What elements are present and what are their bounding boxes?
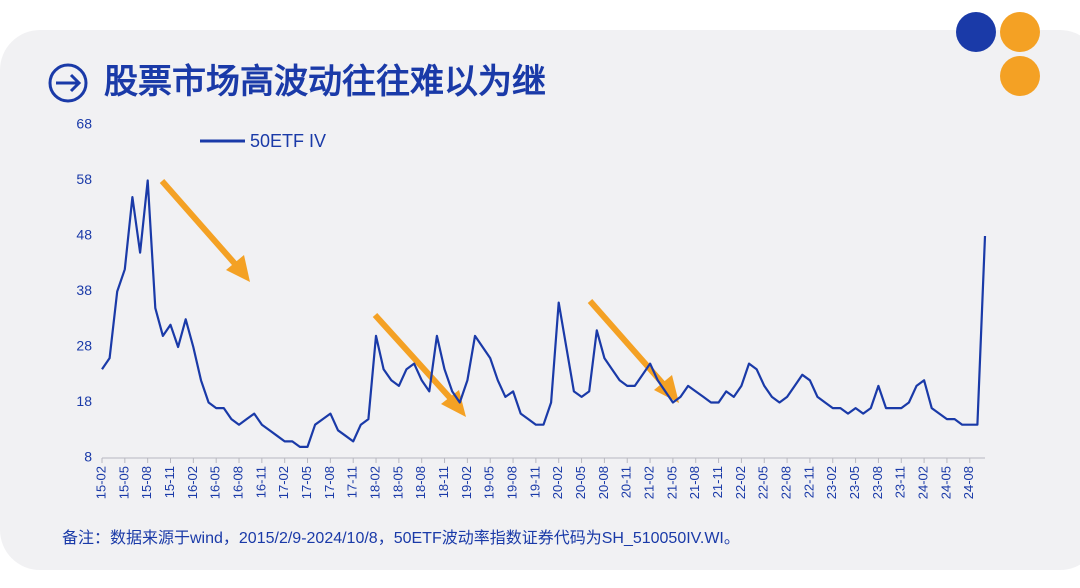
x-tick-label: 18-02 bbox=[367, 466, 382, 499]
dot bbox=[1000, 56, 1040, 96]
note: 备注：数据来源于wind，2015/2/9-2024/10/8，50ETF波动率… bbox=[62, 529, 740, 547]
x-tick-label: 24-08 bbox=[961, 466, 976, 499]
x-tick-label: 22-02 bbox=[733, 466, 748, 499]
y-tick-label: 48 bbox=[76, 227, 92, 243]
x-tick-label: 20-11 bbox=[619, 466, 634, 498]
x-tick-label: 17-11 bbox=[345, 466, 360, 498]
x-tick-label: 23-08 bbox=[870, 466, 885, 499]
x-tick-label: 23-02 bbox=[824, 466, 839, 499]
x-tick-label: 20-08 bbox=[596, 466, 611, 499]
x-tick-label: 16-05 bbox=[208, 466, 223, 499]
line bbox=[101, 179, 987, 448]
x-tick-label: 15-05 bbox=[116, 466, 131, 499]
x-tick-label: 20-05 bbox=[573, 466, 588, 499]
y-tick-label: 58 bbox=[76, 171, 92, 187]
x-tick-label: 17-02 bbox=[276, 466, 291, 499]
x-tick-label: 21-08 bbox=[687, 466, 702, 499]
x-tick-label: 15-11 bbox=[162, 466, 177, 498]
y-tick-label: 18 bbox=[76, 393, 92, 409]
legend-label: 50ETF IV bbox=[250, 131, 326, 151]
x-tick-label: 22-11 bbox=[801, 466, 816, 498]
x-tick-label: 19-02 bbox=[459, 466, 474, 499]
y-tick-label: 38 bbox=[76, 282, 92, 298]
x-tick-label: 17-05 bbox=[299, 466, 314, 499]
x-tick-label: 23-11 bbox=[893, 466, 908, 498]
y-tick-label: 68 bbox=[76, 116, 92, 132]
x-tick-label: 15-02 bbox=[93, 466, 108, 499]
x-tick-label: 18-11 bbox=[436, 466, 451, 498]
x-tick-label: 24-02 bbox=[916, 466, 931, 499]
x-tick-label: 16-02 bbox=[185, 466, 200, 499]
x-tick-label: 21-05 bbox=[664, 466, 679, 499]
x-tick-label: 15-08 bbox=[139, 466, 154, 499]
x-tick-label: 23-05 bbox=[847, 466, 862, 499]
y-tick-label: 8 bbox=[84, 449, 92, 465]
x-tick-label: 16-08 bbox=[230, 466, 245, 499]
x-tick-label: 18-08 bbox=[413, 466, 428, 499]
x-tick-label: 17-08 bbox=[322, 466, 337, 499]
y-tick-label: 28 bbox=[76, 338, 92, 354]
x-tick-label: 20-02 bbox=[550, 466, 565, 499]
dot bbox=[1000, 12, 1040, 52]
x-tick-label: 22-05 bbox=[756, 466, 771, 499]
x-tick-label: 24-05 bbox=[938, 466, 953, 499]
chart-title: 股票市场高波动往往难以为继 bbox=[104, 62, 546, 101]
title-icon bbox=[48, 63, 88, 103]
x-tick-label: 22-08 bbox=[779, 466, 794, 499]
dot bbox=[956, 12, 996, 52]
x-tick-label: 18-05 bbox=[390, 466, 405, 499]
x-tick-label: 21-02 bbox=[642, 466, 657, 499]
x-tick-label: 21-11 bbox=[710, 466, 725, 498]
x-tick-label: 16-11 bbox=[253, 466, 268, 498]
arrows bbox=[159, 179, 679, 417]
x-tick-label: 19-05 bbox=[482, 466, 497, 499]
card bbox=[0, 30, 1080, 570]
x-tick-label: 19-11 bbox=[527, 466, 542, 498]
x-tick-label: 19-08 bbox=[504, 466, 519, 499]
